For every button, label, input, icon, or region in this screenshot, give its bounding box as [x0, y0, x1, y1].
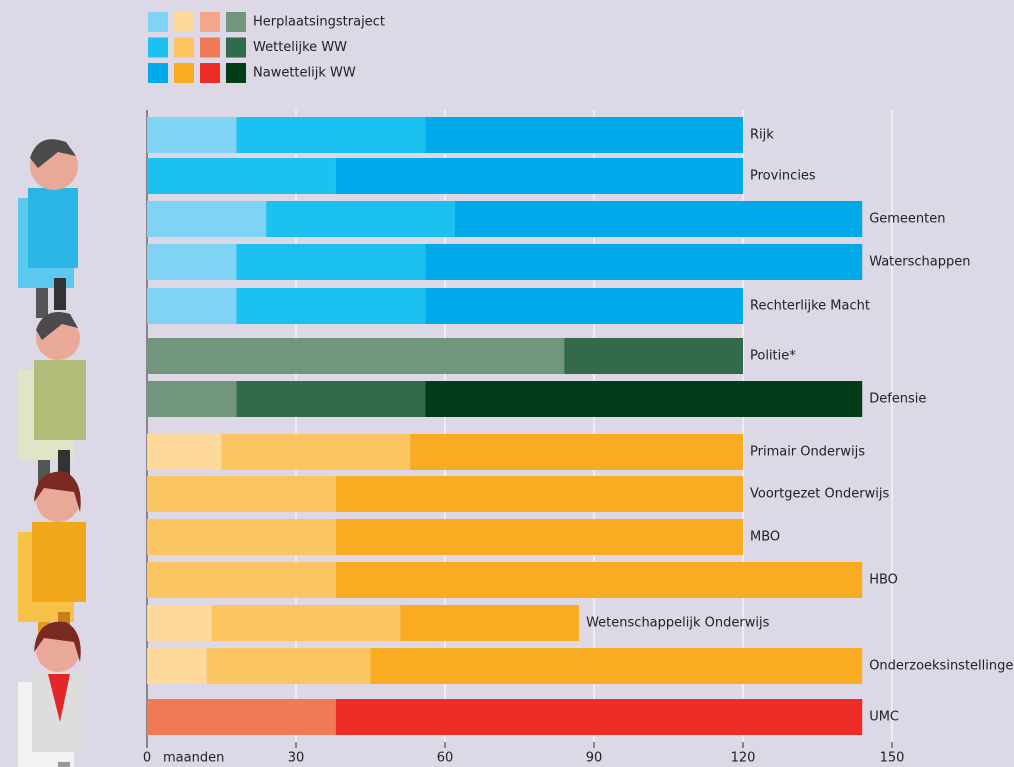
x-tick-label: 0: [143, 751, 151, 766]
bar-segment: [236, 244, 426, 280]
person-icon: [18, 139, 78, 318]
category-label: Primair Onderwijs: [750, 445, 865, 460]
bar-segment: [147, 338, 565, 374]
bar-segment: [266, 201, 455, 237]
category-label: Wetenschappelijk Onderwijs: [586, 616, 769, 631]
x-tick-label: 60: [437, 751, 454, 766]
bar-segment: [454, 201, 863, 237]
icons: [18, 139, 86, 767]
legend-label: Nawettelijk WW: [253, 66, 356, 81]
category-label: HBO: [869, 573, 898, 588]
legend-swatch: [174, 63, 194, 83]
bar-segment: [206, 648, 371, 684]
legend-swatch: [174, 12, 194, 32]
legend-label: Herplaatsingstraject: [253, 15, 385, 30]
bar-segment: [147, 117, 237, 153]
person-icon: [18, 312, 86, 490]
x-axis-label: maanden: [163, 751, 224, 766]
category-label: Provincies: [750, 169, 816, 184]
bar-segment: [410, 434, 743, 470]
category-label: Rechterlijke Macht: [750, 299, 870, 314]
legend-swatch: [226, 63, 246, 83]
legend-swatch: [148, 37, 168, 58]
legend-swatch: [174, 37, 194, 58]
category-label: UMC: [869, 710, 899, 725]
category-label: Rijk: [750, 128, 774, 143]
bar-segment: [564, 338, 743, 374]
category-label: Gemeenten: [869, 212, 945, 227]
bar-segment: [425, 117, 743, 153]
x-tick-label: 150: [880, 751, 905, 766]
bar-segment: [147, 605, 212, 641]
person-icon: [18, 471, 86, 646]
bar-segment: [335, 158, 743, 194]
bar-segment: [425, 381, 863, 417]
bar-segment: [147, 244, 237, 280]
category-label: Onderzoeksinstellingen: [869, 659, 1014, 674]
category-label: MBO: [750, 530, 780, 545]
bar-segment: [335, 562, 863, 598]
bar-segment: [236, 117, 426, 153]
bar-segment: [335, 476, 743, 512]
x-tick-label: 120: [731, 751, 756, 766]
category-label: Voortgezet Onderwijs: [750, 487, 889, 502]
person-icon: [18, 621, 86, 767]
x-tick-label: 90: [586, 751, 603, 766]
category-label: Waterschappen: [869, 255, 970, 270]
category-label: Politie*: [750, 349, 796, 364]
legend-label: Wettelijke WW: [253, 40, 347, 55]
bar-segment: [236, 381, 426, 417]
legend-swatch: [148, 12, 168, 32]
legend-swatch: [226, 37, 246, 58]
category-label: Defensie: [869, 392, 926, 407]
bar-segment: [335, 699, 863, 735]
bar-segment: [211, 605, 401, 641]
x-tick-label: 30: [288, 751, 305, 766]
bar-segment: [147, 562, 336, 598]
bar-segment: [425, 244, 863, 280]
bar-segment: [370, 648, 863, 684]
bar-segment: [236, 288, 426, 324]
legend-swatch: [226, 12, 246, 32]
bar-segment: [147, 288, 237, 324]
bar-segment: [400, 605, 580, 641]
bar-segment: [147, 381, 237, 417]
bar-segment: [221, 434, 411, 470]
bar-segment: [147, 201, 267, 237]
legend-swatch: [200, 12, 220, 32]
bar-segment: [147, 476, 336, 512]
bar-segment: [147, 158, 336, 194]
bar-segment: [425, 288, 743, 324]
legend-swatch: [200, 37, 220, 58]
bar-segment: [147, 699, 336, 735]
bar-segment: [335, 519, 743, 555]
bar-segment: [147, 519, 336, 555]
bar-segment: [147, 434, 222, 470]
legend-swatch: [200, 63, 220, 83]
bar-segment: [147, 648, 207, 684]
legend-swatch: [148, 63, 168, 83]
